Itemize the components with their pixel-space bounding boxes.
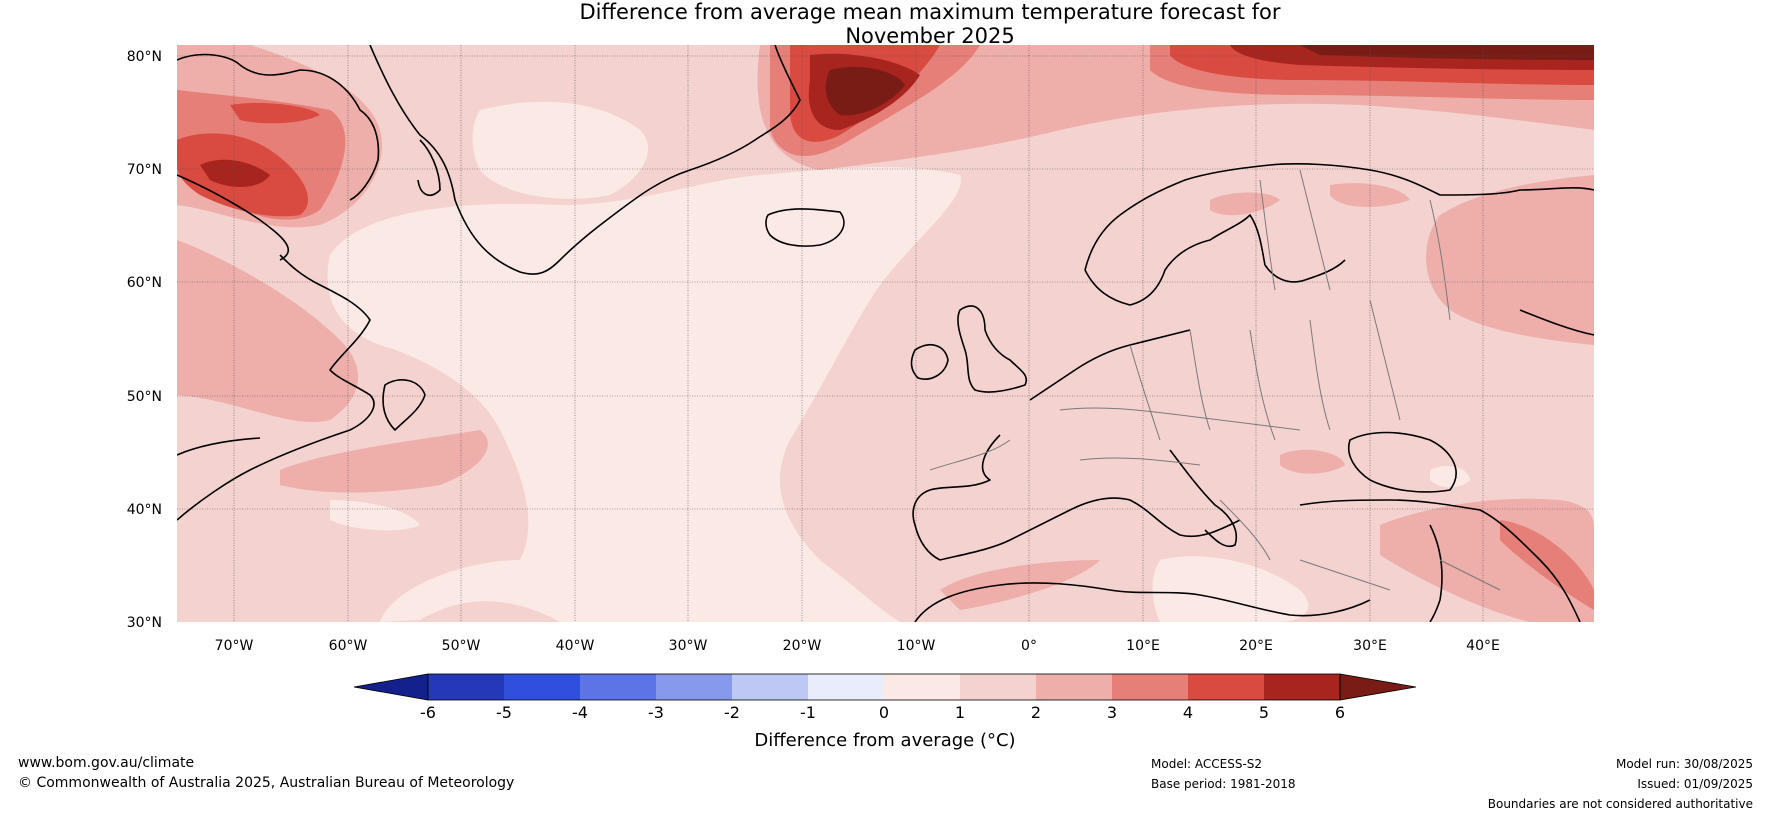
- anomaly-region-above-6: [825, 66, 905, 116]
- anomaly-region-4-5: [230, 103, 320, 124]
- country-borders: [929, 169, 1501, 591]
- lon-label: 70°W: [215, 638, 254, 654]
- colorbar-swatch: [1264, 674, 1340, 700]
- lat-label: 50°N: [127, 389, 162, 405]
- colorbar-arrow-high: [1339, 673, 1417, 701]
- anomaly-region-0-1: [330, 500, 420, 531]
- website-link[interactable]: www.bom.gov.au/climate: [18, 755, 195, 771]
- lon-label: 50°W: [442, 638, 481, 654]
- colorbar-tick: -3: [648, 703, 664, 722]
- issued-date: Issued: 01/09/2025: [1637, 777, 1753, 791]
- anomaly-region-0-1: [1152, 556, 1309, 622]
- colorbar-swatch: [884, 674, 960, 700]
- lat-label: 70°N: [127, 162, 162, 178]
- lon-label: 40°W: [556, 638, 595, 654]
- title-line-2: November 2025: [845, 24, 1015, 48]
- colorbar-tick: 3: [1107, 703, 1117, 722]
- lat-label: 60°N: [127, 275, 162, 291]
- boundary-disclaimer: Boundaries are not considered authoritat…: [1487, 797, 1753, 811]
- colorbar-swatch: [656, 674, 732, 700]
- anomaly-region-2-3: [177, 240, 359, 423]
- colorbar-arrow-low: [353, 673, 429, 701]
- lon-label: 30°W: [669, 638, 708, 654]
- lon-label: 60°W: [329, 638, 368, 654]
- title-line-1: Difference from average mean maximum tem…: [579, 0, 1281, 24]
- lon-label: 0°: [1021, 638, 1037, 654]
- anomaly-region-0-1: [327, 167, 961, 622]
- colorbar-tick: -2: [724, 703, 740, 722]
- map-gridlines: [177, 45, 1594, 622]
- lon-label: 20°E: [1239, 638, 1273, 654]
- lat-label: 40°N: [127, 502, 162, 518]
- anomaly-region-0-1: [1430, 465, 1470, 488]
- colorbar-tick: -4: [572, 703, 588, 722]
- colorbar-swatch: [732, 674, 808, 700]
- model-name: Model: ACCESS-S2: [1151, 757, 1263, 771]
- lon-label: 10°E: [1126, 638, 1160, 654]
- anomaly-region-3-4: [1500, 520, 1594, 610]
- colorbar-title: Difference from average (°C): [754, 730, 1016, 751]
- copyright-text: © Commonwealth of Australia 2025, Austra…: [18, 775, 515, 791]
- lon-label: 40°E: [1466, 638, 1500, 654]
- colorbar-tick: 5: [1259, 703, 1269, 722]
- colorbar-swatch: [960, 674, 1036, 700]
- anomaly-region-2-3: [1280, 449, 1345, 474]
- colorbar-swatch: [1188, 674, 1264, 700]
- latitude-labels: 80°N 70°N 60°N 50°N 40°N 30°N: [127, 49, 162, 631]
- anomaly-region-2-3: [1426, 175, 1594, 345]
- colorbar-tick: -5: [496, 703, 512, 722]
- colorbar-tick: 4: [1183, 703, 1193, 722]
- lon-label: 20°W: [783, 638, 822, 654]
- base-period: Base period: 1981-2018: [1151, 777, 1296, 791]
- lat-label: 30°N: [127, 615, 162, 631]
- colorbar-swatch: [580, 674, 656, 700]
- anomaly-contours: [177, 45, 1594, 622]
- anomaly-region-5-6: [200, 159, 270, 187]
- anomaly-region-0-1: [472, 101, 649, 199]
- colorbar-swatch: [428, 674, 504, 700]
- map-title: Difference from average mean maximum tem…: [0, 0, 1770, 48]
- colorbar-tick: -6: [420, 703, 436, 722]
- colorbar-tick: 1: [955, 703, 965, 722]
- anomaly-region-2-3: [1380, 498, 1594, 622]
- coastlines: [177, 45, 1594, 622]
- colorbar-swatch: [504, 674, 580, 700]
- colorbar-tick: 6: [1335, 703, 1345, 722]
- lon-label: 30°E: [1353, 638, 1387, 654]
- colorbar-tick: 0: [879, 703, 889, 722]
- colorbar: -6 -5 -4 -3 -2 -1 0 1 2 3 4 5 6: [353, 673, 1417, 722]
- model-run-date: Model run: 30/08/2025: [1615, 757, 1753, 771]
- anomaly-region-2-3: [280, 430, 488, 493]
- colorbar-swatch: [808, 674, 884, 700]
- lat-label: 80°N: [127, 49, 162, 65]
- longitude-labels: 70°W 60°W 50°W 40°W 30°W 20°W 10°W 0° 10…: [215, 638, 1500, 654]
- colorbar-swatch: [1036, 674, 1112, 700]
- colorbar-outline: [427, 673, 1341, 701]
- colorbar-tick: 2: [1031, 703, 1041, 722]
- lon-label: 10°W: [897, 638, 936, 654]
- colorbar-tick: -1: [800, 703, 816, 722]
- colorbar-swatch: [1112, 674, 1188, 700]
- colorbar-tick-labels: -6 -5 -4 -3 -2 -1 0 1 2 3 4 5 6: [420, 703, 1345, 722]
- anomaly-region-2-3: [940, 560, 1100, 610]
